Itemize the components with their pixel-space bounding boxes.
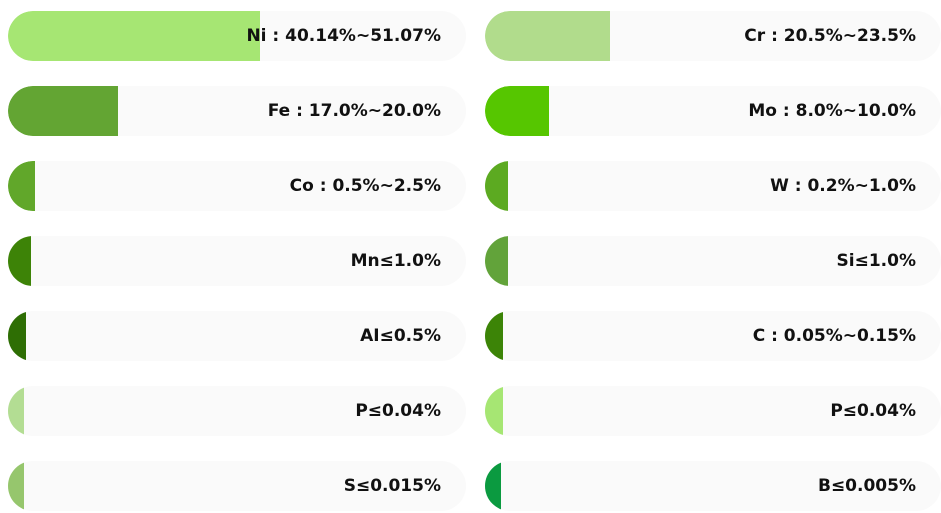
bar-fill bbox=[485, 386, 504, 436]
composition-bar: Ni : 40.14%~51.07% bbox=[8, 11, 466, 61]
bar-label: S≤0.015% bbox=[343, 476, 441, 496]
bar-label: Mo : 8.0%~10.0% bbox=[748, 101, 916, 121]
bar-label: P≤0.04% bbox=[830, 401, 916, 421]
composition-bar: Mn≤1.0% bbox=[8, 236, 466, 286]
composition-bar: C : 0.05%~0.15% bbox=[485, 311, 941, 361]
bar-fill bbox=[8, 386, 25, 436]
bar-fill bbox=[8, 11, 260, 61]
composition-bar: W : 0.2%~1.0% bbox=[485, 161, 941, 211]
bar-label: Mn≤1.0% bbox=[350, 251, 441, 271]
composition-bar: AI≤0.5% bbox=[8, 311, 466, 361]
bar-label: W : 0.2%~1.0% bbox=[770, 176, 916, 196]
composition-bar: B≤0.005% bbox=[485, 461, 941, 511]
bar-fill bbox=[8, 86, 118, 136]
bar-fill bbox=[485, 311, 504, 361]
bar-label: Ni : 40.14%~51.07% bbox=[246, 26, 441, 46]
bar-label: Si≤1.0% bbox=[836, 251, 916, 271]
bar-label: Co : 0.5%~2.5% bbox=[289, 176, 441, 196]
composition-bar: Co : 0.5%~2.5% bbox=[8, 161, 466, 211]
bar-label: B≤0.005% bbox=[817, 476, 916, 496]
composition-bar: S≤0.015% bbox=[8, 461, 466, 511]
bar-label: C : 0.05%~0.15% bbox=[752, 326, 916, 346]
composition-bar: Mo : 8.0%~10.0% bbox=[485, 86, 941, 136]
bar-fill bbox=[8, 311, 27, 361]
composition-bar: P≤0.04% bbox=[485, 386, 941, 436]
bar-fill bbox=[8, 236, 31, 286]
composition-bar: Si≤1.0% bbox=[485, 236, 941, 286]
bar-fill bbox=[485, 11, 611, 61]
bar-fill bbox=[485, 161, 508, 211]
bar-fill bbox=[485, 86, 549, 136]
composition-bar: P≤0.04% bbox=[8, 386, 466, 436]
bar-fill bbox=[8, 161, 36, 211]
bar-label: Cr : 20.5%~23.5% bbox=[744, 26, 916, 46]
composition-bar: Cr : 20.5%~23.5% bbox=[485, 11, 941, 61]
bar-label: Fe : 17.0%~20.0% bbox=[267, 101, 441, 121]
bar-fill bbox=[485, 461, 501, 511]
bar-label: AI≤0.5% bbox=[360, 326, 441, 346]
bar-label: P≤0.04% bbox=[355, 401, 441, 421]
composition-bar: Fe : 17.0%~20.0% bbox=[8, 86, 466, 136]
bar-fill bbox=[8, 461, 25, 511]
bar-fill bbox=[485, 236, 508, 286]
